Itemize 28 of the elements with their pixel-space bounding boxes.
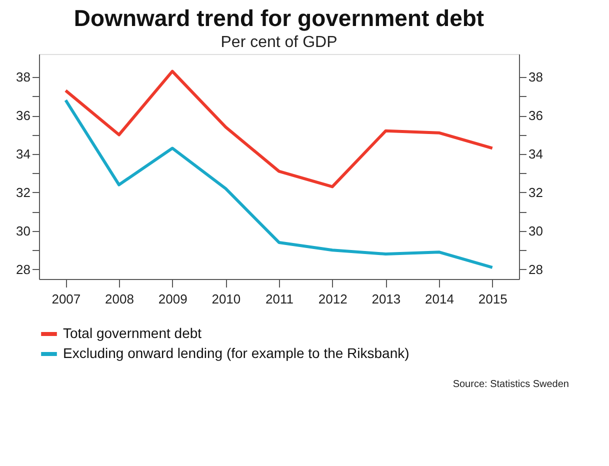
x-tick-label: 2010 xyxy=(212,292,241,306)
y-tick-label: 38 xyxy=(16,70,30,85)
y-tick-label: 30 xyxy=(16,223,30,238)
x-tick-label: 2012 xyxy=(318,292,348,306)
y-tick-label: 32 xyxy=(16,184,30,200)
x-tick-label: 2013 xyxy=(372,292,401,306)
y2-tick-label: 38 xyxy=(528,70,543,85)
line-series xyxy=(64,98,494,269)
y2-tick-label: 32 xyxy=(528,184,543,200)
x-tick-label: 2007 xyxy=(52,292,81,306)
x-tick-label: 2015 xyxy=(478,292,508,306)
y-tick-label: 28 xyxy=(16,262,30,277)
x-tick-label: 2008 xyxy=(105,292,134,306)
y2-tick-label: 28 xyxy=(528,262,543,277)
source-note: Source: Statistics Sweden xyxy=(452,379,569,390)
legend-label: Total government debt xyxy=(63,325,202,341)
legend-label: Excluding onward lending (for example to the Riksbank) xyxy=(63,345,410,361)
chart-title: Downward trend for government debt xyxy=(74,5,484,31)
chart-subtitle: Per cent of GDP xyxy=(220,34,338,51)
y2-tick-label: 36 xyxy=(528,108,543,124)
y-tick-label: 36 xyxy=(16,108,30,124)
line-series xyxy=(64,70,494,188)
x-tick-label: 2014 xyxy=(425,292,454,306)
y2-tick-label: 30 xyxy=(528,223,543,238)
y2-tick-label: 34 xyxy=(528,146,543,162)
x-tick-label: 2011 xyxy=(266,292,294,306)
y-tick-label: 34 xyxy=(16,146,30,162)
x-tick-label: 2009 xyxy=(158,292,188,306)
